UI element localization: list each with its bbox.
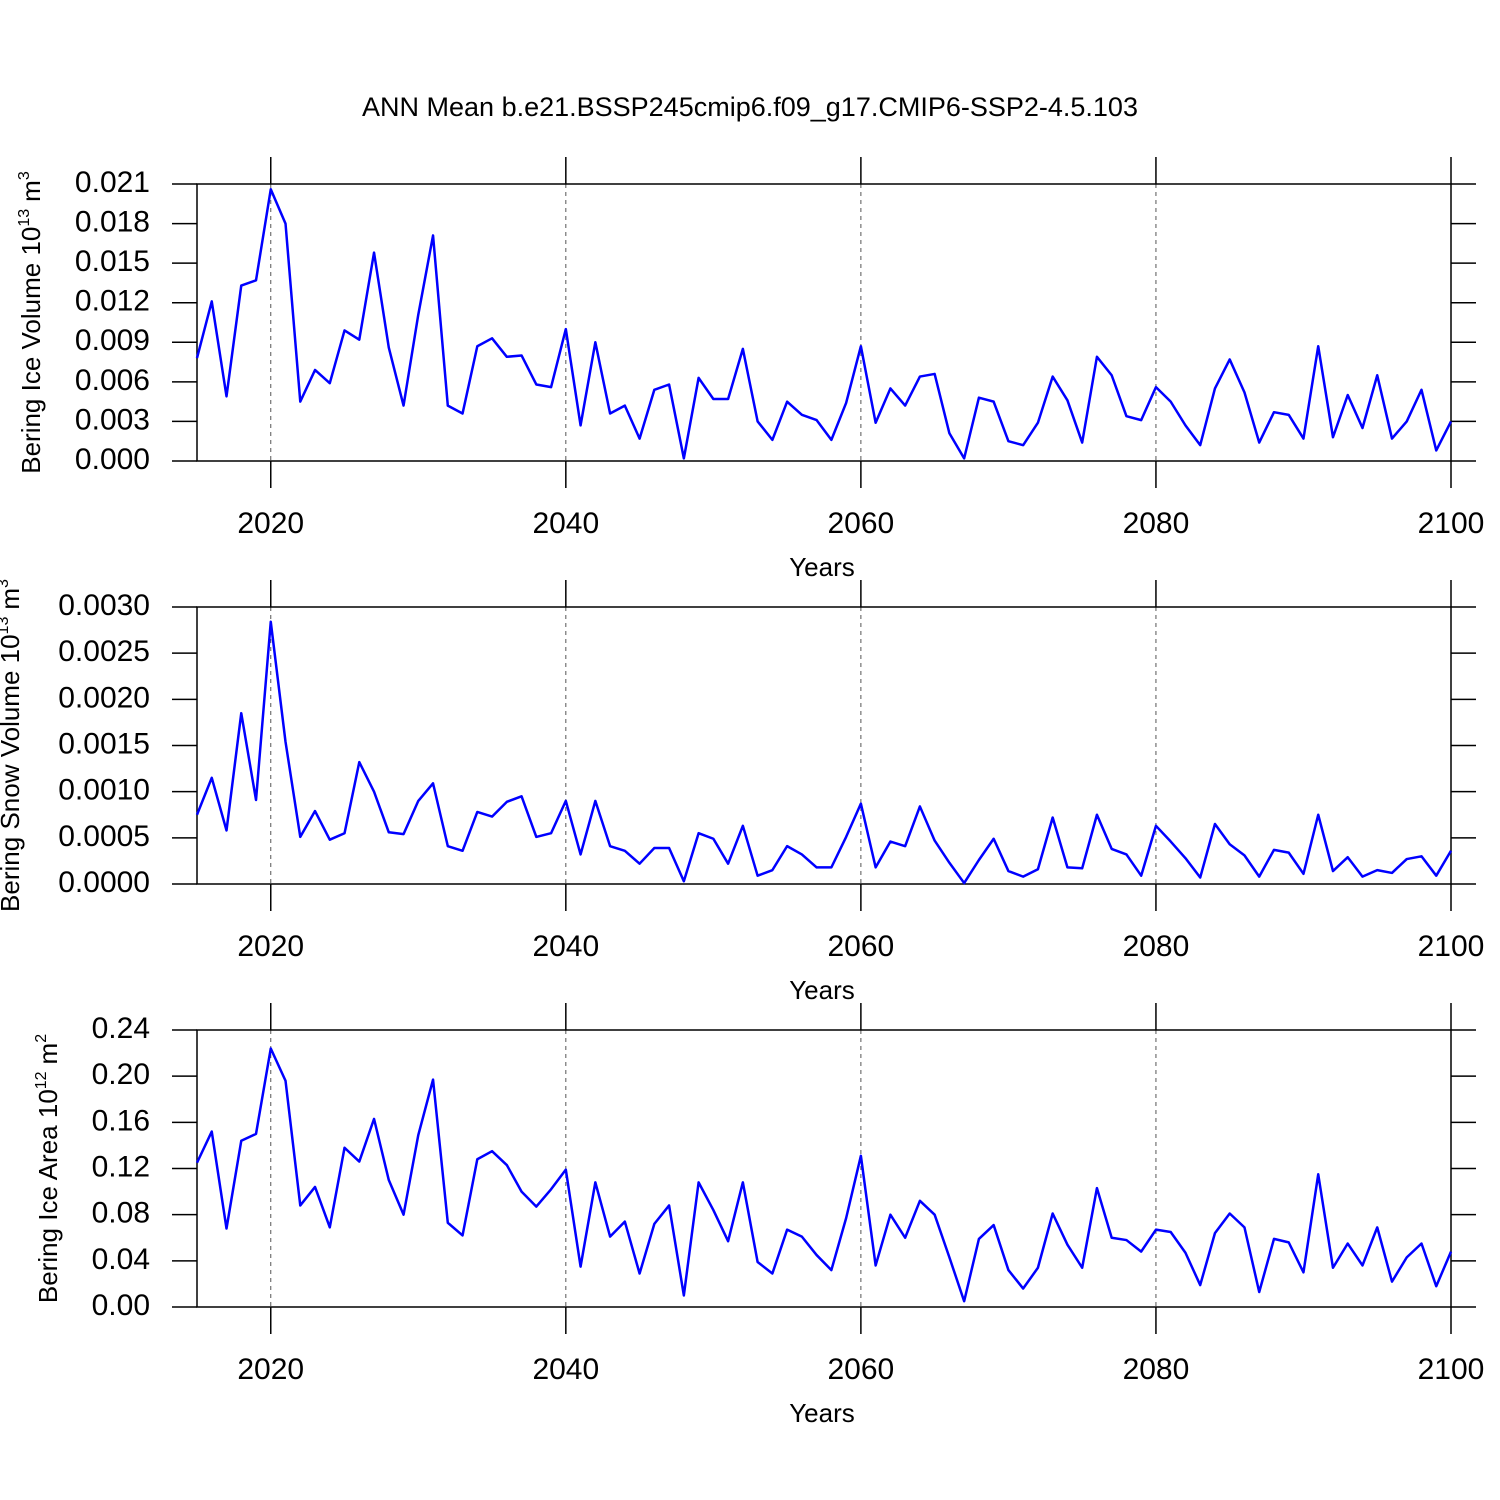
- y-tick-label: 0.20: [92, 1058, 150, 1091]
- y-axis-label-exponent: 12: [33, 1071, 50, 1089]
- y-tick-label: 0.0010: [58, 774, 150, 807]
- x-tick-label: 2060: [828, 1353, 895, 1386]
- x-tick-label: 2060: [828, 507, 895, 540]
- x-tick-label: 2040: [532, 930, 599, 963]
- y-axis-label: Bering Ice Volume 1013 m3: [16, 171, 46, 474]
- y-axis-label-part: Bering Ice Volume 10: [16, 227, 46, 474]
- x-tick-label: 2060: [828, 930, 895, 963]
- y-tick-label: 0.012: [75, 285, 150, 318]
- y-axis-label-exponent: 3: [0, 579, 12, 588]
- y-tick-label: 0.0030: [58, 589, 150, 622]
- y-tick-label: 0.018: [75, 205, 150, 238]
- x-tick-label: 2020: [237, 507, 304, 540]
- y-tick-label: 0.0005: [58, 820, 150, 853]
- data-line: [195, 188, 1453, 460]
- y-tick-label: 0.0015: [58, 727, 150, 760]
- y-axis-label-part: m: [33, 1043, 63, 1065]
- y-tick-label: 0.00: [92, 1289, 150, 1322]
- plot-frame: [196, 183, 1452, 462]
- y-axis-label-exponent: 13: [0, 617, 12, 635]
- y-tick-label: 0.009: [75, 324, 150, 357]
- y-tick-label: 0.015: [75, 245, 150, 278]
- y-tick-label: 0.003: [75, 403, 150, 436]
- y-axis-label-part: Bering Snow Volume 10: [0, 634, 25, 912]
- x-tick-label: 2020: [237, 1353, 304, 1386]
- x-axis-label: Years: [789, 552, 855, 582]
- plot-frame: [196, 1029, 1452, 1308]
- x-tick-label: 2020: [237, 930, 304, 963]
- x-tick-label: 2040: [532, 1353, 599, 1386]
- y-tick-label: 0.0025: [58, 635, 150, 668]
- y-tick-label: 0.08: [92, 1197, 150, 1230]
- x-tick-label: 2080: [1123, 507, 1190, 540]
- y-tick-label: 0.04: [92, 1243, 150, 1276]
- chart-title: ANN Mean b.e21.BSSP245cmip6.f09_g17.CMIP…: [362, 92, 1138, 122]
- y-tick-label: 0.000: [75, 443, 150, 476]
- data-line: [195, 620, 1453, 885]
- y-axis-label-exponent: 2: [33, 1034, 50, 1043]
- y-axis-label-part: m: [16, 180, 46, 202]
- y-axis-label: Bering Snow Volume 1013 m3: [0, 579, 25, 912]
- y-tick-label: 0.0020: [58, 681, 150, 714]
- y-tick-label: 0.021: [75, 166, 150, 199]
- data-line: [195, 1047, 1453, 1303]
- x-tick-label: 2100: [1418, 930, 1485, 963]
- plot-frame: [196, 606, 1452, 885]
- y-tick-label: 0.24: [92, 1012, 150, 1045]
- x-tick-label: 2080: [1123, 1353, 1190, 1386]
- x-axis-label: Years: [789, 975, 855, 1005]
- y-axis-label-exponent: 13: [16, 209, 33, 227]
- y-tick-label: 0.16: [92, 1104, 150, 1137]
- x-tick-label: 2100: [1418, 1353, 1485, 1386]
- y-tick-label: 0.0000: [58, 866, 150, 899]
- x-tick-label: 2040: [532, 507, 599, 540]
- x-tick-label: 2100: [1418, 507, 1485, 540]
- y-axis-label-part: m: [0, 588, 25, 610]
- y-axis-label-part: Bering Ice Area 10: [33, 1089, 63, 1303]
- y-tick-label: 0.006: [75, 364, 150, 397]
- x-tick-label: 2080: [1123, 930, 1190, 963]
- x-axis-label: Years: [789, 1398, 855, 1428]
- y-axis-label-exponent: 3: [16, 171, 33, 180]
- y-axis-label: Bering Ice Area 1012 m2: [33, 1034, 63, 1303]
- y-tick-label: 0.12: [92, 1150, 150, 1183]
